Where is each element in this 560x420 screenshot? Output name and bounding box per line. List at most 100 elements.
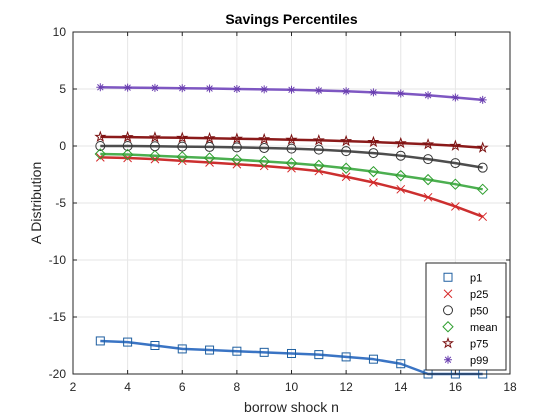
data-point-p99: [424, 91, 433, 100]
legend-label: p1: [470, 272, 482, 284]
x-tick-label: 4: [124, 380, 131, 394]
data-point-mean: [176, 151, 188, 163]
data-point-mean: [285, 157, 298, 169]
data-point-p1: [150, 341, 160, 350]
legend-item-p75: p75: [441, 336, 488, 350]
y-tick-label: -15: [49, 310, 67, 324]
data-point-p99: [314, 86, 323, 95]
series-line-p50: [100, 144, 483, 169]
data-point-p25: [423, 192, 433, 202]
x-tick-label: 18: [503, 380, 517, 394]
data-point-p75: [476, 141, 489, 153]
legend-item-mean: mean: [442, 321, 498, 334]
data-point-p99: [287, 85, 296, 94]
legend-label: p50: [470, 305, 488, 317]
data-point-p75: [285, 133, 298, 145]
data-point-p1: [123, 337, 133, 347]
legend: p1 p25 p50 mean p75 p99: [425, 262, 507, 371]
x-tick-label: 2: [70, 380, 77, 394]
series-mean: [94, 148, 489, 196]
data-point-mean: [149, 149, 161, 162]
y-tick-label: 5: [59, 82, 66, 96]
data-point-p50: [450, 158, 461, 169]
data-point-p99: [478, 95, 487, 104]
data-point-p25: [369, 178, 378, 187]
y-tick-label: -20: [49, 367, 67, 381]
chart-title: Savings Percentiles: [225, 11, 358, 27]
legend-item-p99: p99: [444, 355, 488, 367]
data-point-p99: [451, 93, 460, 102]
series-p50: [95, 141, 488, 173]
series-line-mean: [100, 152, 483, 191]
legend-box: [425, 262, 507, 371]
data-point-p1: [259, 347, 269, 357]
data-point-p75: [449, 139, 462, 151]
legend-marker-mean: [442, 321, 454, 333]
y-tick-label: 10: [53, 25, 67, 39]
y-tick-label: -10: [49, 253, 67, 267]
data-point-p50: [313, 144, 324, 155]
legend-marker-p50: [443, 305, 453, 316]
series-line-p75: [100, 135, 483, 149]
data-point-p50: [204, 141, 215, 152]
data-point-p75: [258, 132, 271, 145]
data-point-p50: [341, 146, 352, 157]
data-point-p50: [95, 141, 106, 151]
data-point-p1: [368, 354, 378, 364]
legend-marker-p99: [444, 355, 452, 364]
data-point-p75: [422, 137, 435, 150]
data-point-mean: [476, 183, 489, 196]
legend-label: p25: [470, 289, 488, 301]
data-point-p1: [341, 352, 351, 362]
data-point-p25: [451, 202, 460, 211]
data-point-p50: [286, 143, 297, 154]
data-point-p99: [260, 85, 269, 94]
legend-marker-p1: [443, 272, 453, 282]
x-tick-label: 8: [234, 380, 241, 394]
legend-label: p75: [470, 338, 488, 350]
data-point-p75: [94, 130, 107, 142]
legend-item-p50: p50: [443, 305, 488, 317]
data-point-mean: [367, 165, 380, 178]
data-point-p99: [123, 83, 132, 92]
x-axis-label: borrow shock n: [244, 399, 339, 415]
data-point-p75: [367, 135, 380, 148]
data-point-p75: [148, 131, 161, 143]
legend-label: p99: [470, 355, 488, 367]
data-point-mean: [94, 148, 107, 160]
y-axis-label: A Distribution: [28, 162, 44, 244]
ticks: 2 4 6 8 10 12 14 16 18 -20 -15 -10 -5 0 5 10: [49, 25, 517, 394]
data-point-p50: [395, 150, 406, 161]
data-point-p50: [477, 162, 488, 173]
series-p99: [96, 83, 487, 104]
data-point-p75: [312, 133, 325, 146]
data-point-p99: [178, 84, 187, 93]
data-point-p99: [369, 88, 378, 97]
data-point-p1: [396, 359, 406, 369]
data-point-p50: [122, 141, 133, 151]
legend-marker-p25: [443, 289, 453, 299]
data-point-mean: [395, 169, 407, 182]
data-point-mean: [121, 148, 134, 161]
data-point-p1: [177, 344, 187, 354]
legend-marker-p75: [441, 336, 455, 349]
data-point-mean: [258, 155, 270, 168]
data-point-p25: [341, 172, 351, 182]
data-point-p25: [396, 184, 406, 194]
legend-label: mean: [470, 322, 498, 334]
data-point-p1: [287, 348, 296, 358]
legend-item-p25: p25: [443, 289, 488, 301]
x-tick-label: 6: [179, 380, 186, 394]
data-point-mean: [449, 178, 462, 190]
data-point-p75: [121, 130, 134, 143]
series-p75: [94, 130, 489, 153]
data-point-p99: [396, 89, 405, 98]
data-point-p50: [259, 142, 270, 153]
data-point-p25: [478, 212, 488, 222]
data-point-p50: [177, 141, 188, 152]
data-point-p75: [230, 132, 243, 144]
data-point-p99: [232, 85, 241, 93]
series-layer: [94, 83, 489, 379]
